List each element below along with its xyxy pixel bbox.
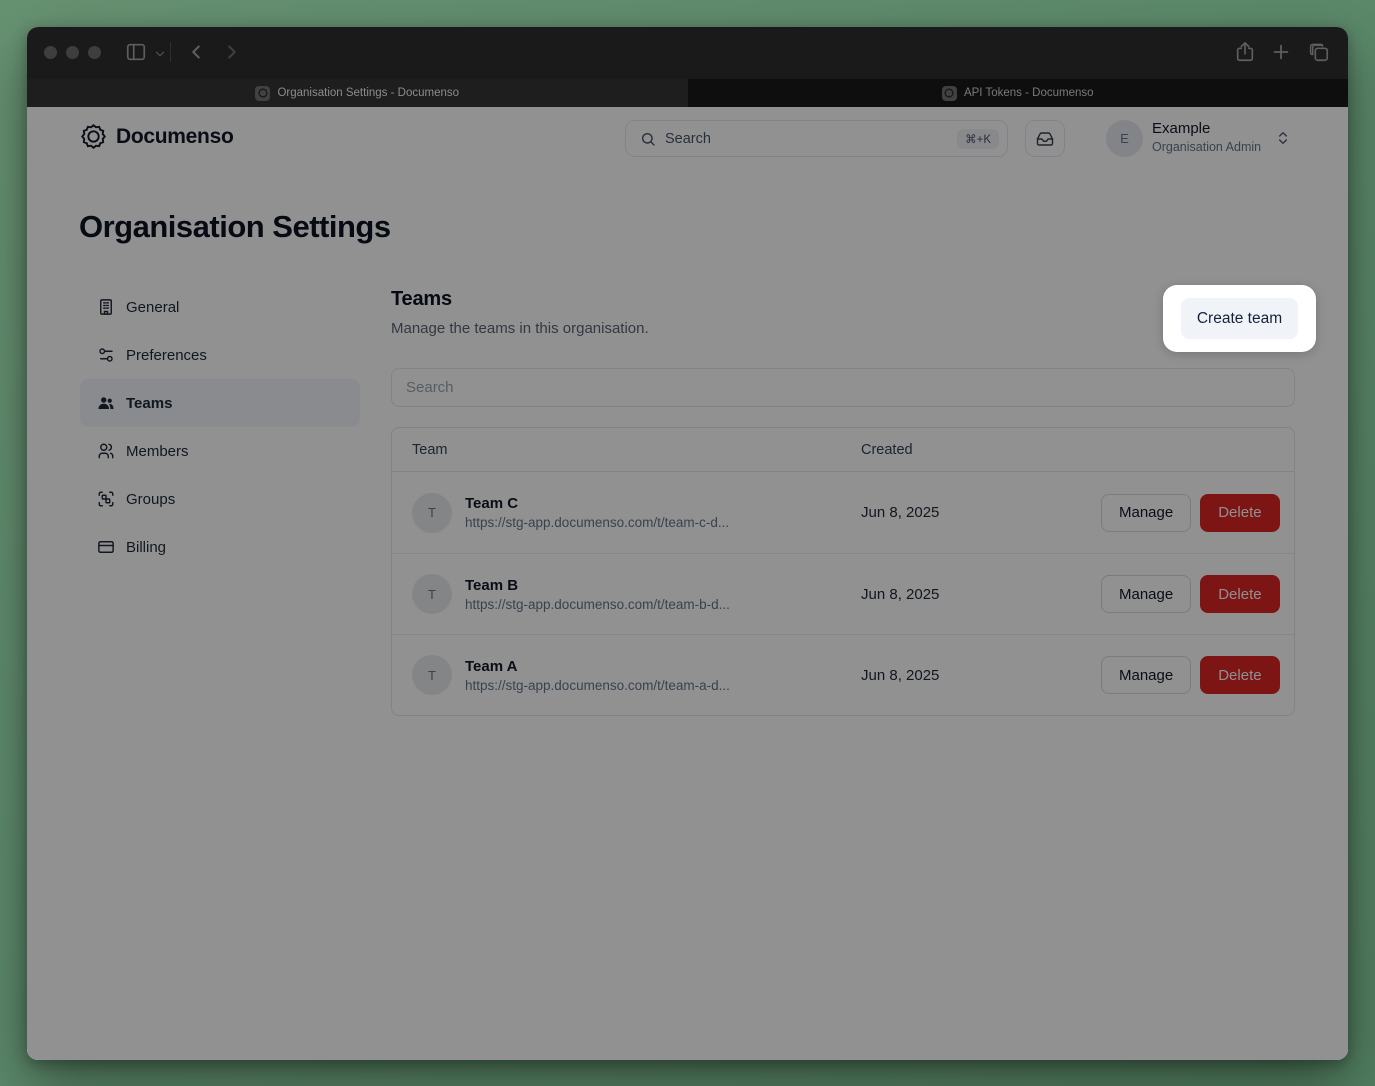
- table-row: T Team B https://stg-app.documenso.com/t…: [392, 553, 1294, 634]
- inbox-button[interactable]: [1025, 120, 1065, 157]
- tab-api-tokens[interactable]: API Tokens - Documenso: [687, 79, 1348, 107]
- toolbar-separator: [170, 42, 171, 62]
- tab-label: API Tokens - Documenso: [963, 87, 1094, 99]
- app-header: Documenso Search ⌘+K E Example Organisat…: [27, 107, 1348, 169]
- sidebar-item-preferences[interactable]: Preferences: [80, 331, 360, 379]
- sidebar-item-groups[interactable]: Groups: [80, 475, 360, 523]
- chevrons-up-down-icon[interactable]: [1275, 130, 1291, 146]
- section-title: Teams: [391, 288, 452, 310]
- team-url: https://stg-app.documenso.com/t/team-a-d…: [465, 677, 730, 693]
- team-name: Team B: [465, 576, 519, 594]
- tab-strip: Organisation Settings - Documenso API To…: [27, 79, 1348, 107]
- sidebar-item-general[interactable]: General: [80, 283, 360, 331]
- chevron-down-icon[interactable]: [153, 47, 167, 61]
- team-name: Team A: [465, 657, 518, 675]
- sidebar-item-label: Preferences: [126, 346, 207, 364]
- manage-team-button[interactable]: Manage: [1101, 575, 1192, 613]
- group-icon: [98, 491, 114, 507]
- documenso-seal-icon: [81, 124, 106, 149]
- create-team-button[interactable]: Create team: [1181, 298, 1298, 339]
- user-name: Example: [1152, 120, 1211, 137]
- building-icon: [100, 299, 112, 315]
- dim-overlay: [27, 107, 1348, 1060]
- page-title: Organisation Settings: [79, 209, 391, 244]
- browser-titlebar: [27, 27, 1348, 79]
- create-team-spotlight: Create team: [1163, 285, 1316, 352]
- minimize-window-button[interactable]: [66, 46, 79, 59]
- manage-team-button[interactable]: Manage: [1101, 493, 1192, 532]
- team-avatar: T: [412, 574, 452, 614]
- members-icon: [98, 443, 114, 459]
- team-url: https://stg-app.documenso.com/t/team-c-d…: [465, 515, 730, 530]
- close-window-button[interactable]: [44, 46, 57, 59]
- teams-search-input[interactable]: [391, 368, 1295, 407]
- column-header-team: Team: [412, 441, 448, 458]
- sidebar-item-label: Members: [126, 442, 189, 460]
- user-avatar[interactable]: E: [1106, 120, 1143, 157]
- section-subtitle: Manage the teams in this organisation.: [391, 320, 649, 337]
- credit-card-icon: [98, 541, 114, 553]
- documenso-favicon-icon: [941, 85, 957, 101]
- tab-label: Organisation Settings - Documenso: [277, 87, 460, 99]
- share-icon[interactable]: [1234, 41, 1256, 63]
- table-row: T Team C https://stg-app.documenso.com/t…: [392, 472, 1294, 553]
- sidebar-item-teams[interactable]: Teams: [80, 379, 360, 427]
- sidebar-toggle-icon[interactable]: [125, 41, 147, 63]
- team-avatar: T: [412, 492, 452, 533]
- global-search-button[interactable]: Search ⌘+K: [625, 120, 1008, 157]
- delete-team-button[interactable]: Delete: [1200, 575, 1280, 613]
- search-shortcut-badge: ⌘+K: [957, 128, 999, 149]
- sidebar-item-label: Teams: [126, 394, 173, 412]
- manage-team-button[interactable]: Manage: [1101, 656, 1192, 694]
- user-menu[interactable]: Example Organisation Admin: [1152, 120, 1261, 155]
- users-icon: [98, 397, 114, 409]
- tab-organisation-settings[interactable]: Organisation Settings - Documenso: [27, 79, 688, 107]
- teams-table: Team Created T Team C https://stg-app.do…: [391, 427, 1295, 716]
- sidebar-item-members[interactable]: Members: [80, 427, 360, 475]
- forward-button[interactable]: [221, 41, 243, 63]
- delete-team-button[interactable]: Delete: [1200, 493, 1280, 532]
- back-button[interactable]: [185, 41, 207, 63]
- delete-team-button[interactable]: Delete: [1200, 656, 1280, 694]
- brand-name: Documenso: [116, 124, 234, 148]
- global-search-placeholder: Search: [665, 130, 711, 147]
- column-header-created: Created: [861, 441, 913, 458]
- settings-sidebar: General Preferences Teams Members Groups…: [80, 283, 360, 571]
- page-content: Documenso Search ⌘+K E Example Organisat…: [27, 107, 1348, 1060]
- tab-overview-icon[interactable]: [1308, 41, 1330, 63]
- sidebar-item-label: Billing: [126, 538, 167, 556]
- team-avatar: T: [412, 655, 452, 695]
- user-role: Organisation Admin: [1152, 139, 1262, 154]
- sliders-icon: [99, 348, 113, 362]
- team-url: https://stg-app.documenso.com/t/team-b-d…: [465, 596, 730, 612]
- documenso-favicon-icon: [255, 85, 271, 101]
- zoom-window-button[interactable]: [88, 46, 101, 59]
- sidebar-item-billing[interactable]: Billing: [80, 523, 360, 571]
- sidebar-item-label: Groups: [126, 490, 176, 508]
- documenso-logo[interactable]: Documenso: [80, 123, 234, 150]
- team-created-date: Jun 8, 2025: [861, 504, 940, 521]
- new-tab-button[interactable]: [1270, 41, 1292, 63]
- table-row: T Team A https://stg-app.documenso.com/t…: [392, 634, 1294, 715]
- team-name: Team C: [465, 495, 519, 512]
- avatar-initial: E: [1120, 131, 1129, 146]
- teams-section: Teams Manage the teams in this organisat…: [391, 283, 1295, 716]
- table-header-row: Team Created: [392, 428, 1294, 472]
- browser-window: Organisation Settings - Documenso API To…: [27, 27, 1348, 1060]
- team-created-date: Jun 8, 2025: [861, 585, 940, 603]
- sidebar-item-label: General: [126, 298, 180, 316]
- search-icon: [641, 132, 655, 146]
- team-created-date: Jun 8, 2025: [861, 666, 940, 684]
- inbox-icon: [1036, 131, 1054, 146]
